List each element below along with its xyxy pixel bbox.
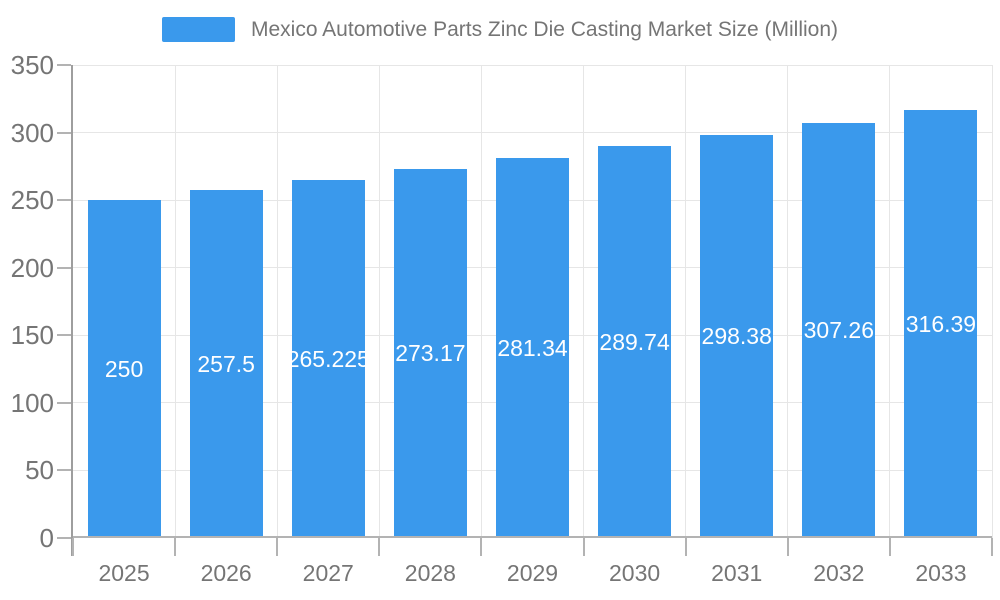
bar-2032[interactable]: 307.26 — [802, 123, 876, 538]
x-axis-tick-6 — [684, 538, 687, 556]
x-axis-label-2028: 2028 — [404, 560, 456, 586]
x-axis-tick-0 — [72, 538, 74, 556]
x-axis-baseline — [73, 536, 992, 538]
y-axis-label-50: 50 — [25, 455, 54, 486]
bar-value-label-2027: 265.225 — [291, 345, 365, 372]
gridline-x-1 — [174, 65, 176, 538]
bar-2033[interactable]: 316.39 — [904, 110, 978, 538]
x-axis-label-2025: 2025 — [98, 560, 150, 586]
bar-2031[interactable]: 298.38 — [700, 135, 774, 538]
gridline-x-2 — [276, 65, 278, 538]
bar-value-label-2031: 298.38 — [701, 323, 772, 349]
x-axis-label-2031: 2031 — [711, 560, 763, 586]
x-axis-tick-7 — [786, 538, 789, 556]
y-axis-line — [71, 65, 73, 556]
y-axis-tick-0 — [57, 537, 71, 539]
bar-value-label-2032: 307.26 — [803, 317, 874, 343]
x-axis-tick-2 — [276, 538, 279, 556]
y-axis-tick-200 — [57, 266, 71, 269]
gridline-y-350 — [73, 64, 992, 66]
legend-item-series[interactable]: Mexico Automotive Parts Zinc Die Casting… — [161, 17, 838, 42]
y-axis-label-100: 100 — [10, 387, 54, 418]
y-axis-label-0: 0 — [39, 523, 54, 553]
bar-value-label-2029: 281.34 — [497, 334, 568, 361]
bar-value-label-2028: 273.17 — [395, 340, 466, 366]
plot-area: 0 50 100 150 200 250 300 350 250 2025 257.5 2026 265… — [11, 52, 993, 586]
y-axis-tick-100 — [57, 401, 71, 404]
bar-value-label-2026: 257.5 — [197, 350, 255, 377]
y-axis-tick-300 — [57, 131, 71, 134]
bar-2030[interactable]: 289.74 — [598, 146, 672, 538]
x-axis-tick-9 — [991, 538, 993, 556]
legend: Mexico Automotive Parts Zinc Die Casting… — [0, 17, 1000, 42]
bar-value-label-2030: 289.74 — [599, 328, 670, 355]
y-axis-tick-350 — [57, 64, 71, 66]
bar-value-label-2033: 316.39 — [905, 310, 977, 337]
x-axis-tick-4 — [480, 538, 483, 556]
legend-label: Mexico Automotive Parts Zinc Die Casting… — [250, 17, 838, 41]
y-axis-tick-250 — [57, 199, 71, 202]
bar-value-label-2025: 250 — [104, 355, 144, 382]
x-axis-label-2032: 2032 — [813, 560, 865, 586]
gridline-x-5 — [583, 65, 585, 538]
x-axis-tick-8 — [888, 538, 891, 556]
bar-2026[interactable]: 257.5 — [189, 190, 263, 538]
x-axis-tick-1 — [174, 538, 177, 556]
gridline-x-6 — [685, 65, 687, 538]
x-axis-tick-5 — [582, 538, 585, 556]
gridline-x-8 — [889, 65, 891, 538]
legend-swatch-icon — [161, 17, 235, 42]
x-axis-label-2030: 2030 — [609, 560, 661, 586]
y-axis-label-300: 300 — [10, 117, 54, 148]
y-axis-tick-150 — [57, 334, 71, 337]
x-axis-label-2029: 2029 — [506, 560, 559, 586]
y-axis-tick-50 — [57, 469, 71, 472]
gridline-x-7 — [787, 65, 789, 538]
y-axis-label-350: 350 — [10, 50, 54, 80]
y-axis-label-200: 200 — [10, 252, 54, 283]
y-axis-label-150: 150 — [10, 320, 54, 351]
x-axis-label-2033: 2033 — [915, 560, 967, 586]
gridline-y-300 — [73, 132, 992, 134]
y-axis-label-250: 250 — [10, 185, 54, 216]
bar-2028[interactable]: 273.17 — [393, 169, 467, 538]
x-axis-tick-3 — [378, 538, 381, 556]
x-axis-label-2026: 2026 — [200, 560, 252, 586]
bar-2027[interactable]: 265.225 — [291, 180, 365, 538]
bar-2025[interactable]: 250 — [87, 200, 161, 538]
gridline-x-3 — [378, 65, 380, 538]
x-axis-label-2027: 2027 — [302, 560, 354, 586]
gridline-x-9 — [991, 65, 993, 538]
gridline-x-4 — [480, 65, 482, 538]
bar-2029[interactable]: 281.34 — [496, 158, 569, 538]
